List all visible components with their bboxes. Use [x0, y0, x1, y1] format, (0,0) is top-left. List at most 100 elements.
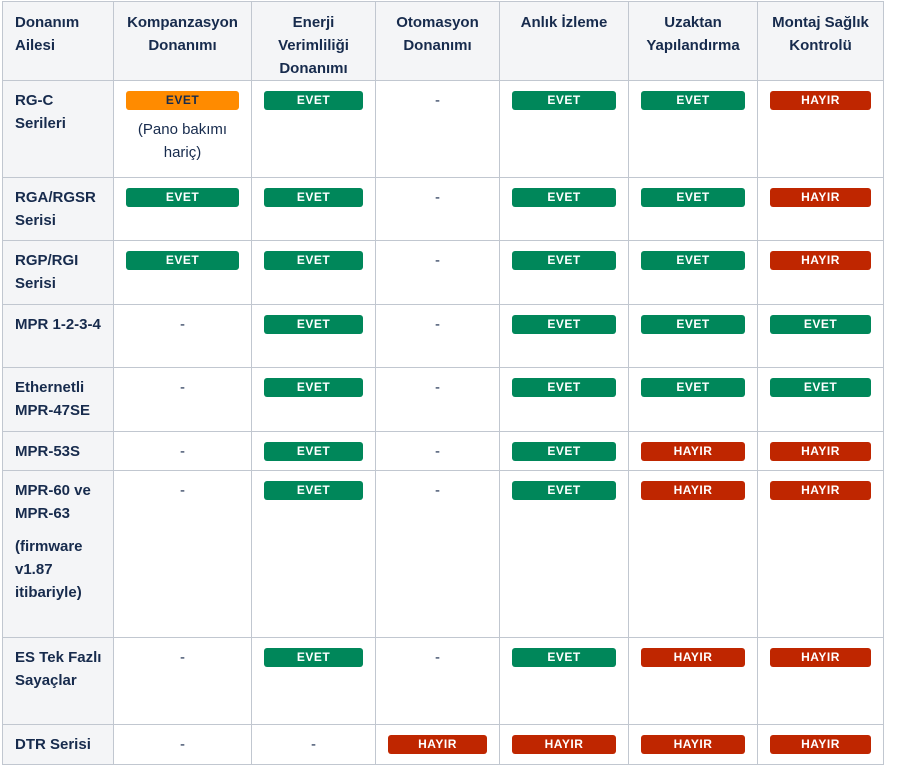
table-row: RGA/RGSR Serisi EVET EVET - EVET EVET HAYIR: [2, 177, 884, 241]
table-container: Donanım Ailesi Kompanzasyon Donanımı Ene…: [2, 1, 884, 765]
not-applicable-dash: -: [180, 379, 185, 396]
status-badge-label: EVET: [547, 253, 581, 267]
status-no-badge: HAYIR: [641, 735, 745, 754]
table-cell: -: [375, 177, 500, 241]
status-yes-badge: EVET: [512, 251, 616, 270]
not-applicable-dash: -: [311, 736, 316, 753]
table-cell: EVET: [628, 177, 758, 241]
status-badge-label: HAYIR: [801, 444, 840, 458]
column-header-hardware-family: Donanım Ailesi: [2, 1, 114, 81]
table-row: RG-C Serileri EVET (Pano bakımı hariç) EVET…: [2, 80, 884, 178]
status-badge-label: EVET: [165, 93, 200, 107]
table-cell: HAYIR: [757, 724, 884, 765]
table-cell: EVET: [499, 470, 629, 638]
table-cell: EVET: [757, 367, 884, 432]
status-no-badge: HAYIR: [512, 735, 616, 754]
status-badge-label: HAYIR: [673, 737, 713, 751]
table-row: MPR-53S - EVET - EVET HAYIR HAYIR: [2, 431, 884, 471]
status-badge-label: EVET: [296, 380, 331, 394]
hardware-family-name: RGP/RGI Serisi: [15, 252, 79, 292]
row-header-hardware-family: Ethernetli MPR-47SE: [2, 367, 114, 432]
column-header-remote-configuration: Uzaktan Yapılandırma: [628, 1, 758, 81]
status-no-badge: HAYIR: [388, 735, 487, 754]
not-applicable-dash: -: [180, 443, 185, 460]
table-cell: EVET: [499, 637, 629, 725]
table-cell: EVET: [113, 177, 252, 241]
status-yes-badge: EVET: [512, 378, 616, 397]
table-cell: -: [113, 470, 252, 638]
not-applicable-dash: -: [180, 316, 185, 333]
table-cell: EVET: [499, 240, 629, 305]
table-cell: -: [113, 431, 252, 471]
status-yes-badge: EVET: [264, 481, 363, 500]
table-cell: -: [251, 724, 376, 765]
status-yes-badge: EVET: [264, 315, 363, 334]
table-cell: HAYIR: [757, 240, 884, 305]
status-no-badge: HAYIR: [770, 188, 871, 207]
status-badge-label: EVET: [676, 253, 710, 267]
not-applicable-dash: -: [180, 736, 185, 753]
status-badge-label: EVET: [547, 93, 581, 107]
status-no-badge: HAYIR: [770, 442, 871, 461]
row-header-hardware-family: RG-C Serileri: [2, 80, 114, 178]
table-cell: EVET: [499, 367, 629, 432]
status-yes-badge: EVET: [264, 91, 363, 110]
status-yes-badge: EVET: [512, 315, 616, 334]
table-cell: HAYIR: [628, 470, 758, 638]
status-badge-label: EVET: [547, 650, 581, 664]
table-cell: -: [375, 431, 500, 471]
table-cell: EVET: [628, 304, 758, 368]
table-cell: -: [113, 304, 252, 368]
table-cell: HAYIR: [757, 80, 884, 178]
status-badge-label: EVET: [803, 380, 838, 394]
status-badge-label: HAYIR: [544, 737, 584, 751]
table-cell: EVET: [628, 367, 758, 432]
table-cell: HAYIR: [628, 724, 758, 765]
status-yes-badge: EVET: [512, 442, 616, 461]
status-badge-label: EVET: [296, 317, 331, 331]
not-applicable-dash: -: [435, 252, 440, 269]
not-applicable-dash: -: [180, 482, 185, 499]
column-header-live-monitoring: Anlık İzleme: [499, 1, 629, 81]
status-yes-badge: EVET: [770, 315, 871, 334]
hardware-family-name: ES Tek Fazlı Sayaçlar: [15, 649, 102, 689]
status-badge-label: EVET: [547, 380, 581, 394]
table-cell: HAYIR: [757, 431, 884, 471]
not-applicable-dash: -: [435, 649, 440, 666]
row-header-hardware-family: ES Tek Fazlı Sayaçlar: [2, 637, 114, 725]
status-yes-badge: EVET: [641, 188, 745, 207]
table-cell: EVET: [499, 431, 629, 471]
status-badge-label: EVET: [296, 444, 331, 458]
status-badge-label: EVET: [296, 93, 331, 107]
table-cell: EVET: [251, 177, 376, 241]
column-header-installation-health-check: Montaj Sağlık Kontrolü: [757, 1, 884, 81]
table-cell: EVET (Pano bakımı hariç): [113, 80, 252, 178]
status-badge-label: EVET: [296, 650, 331, 664]
table-cell: EVET: [757, 304, 884, 368]
status-yes-badge: EVET: [770, 378, 871, 397]
table-cell: -: [113, 724, 252, 765]
row-header-hardware-family: DTR Serisi: [2, 724, 114, 765]
table-cell: HAYIR: [757, 637, 884, 725]
status-badge-label: EVET: [296, 483, 331, 497]
status-badge-label: HAYIR: [801, 190, 840, 204]
status-badge-label: EVET: [676, 380, 710, 394]
table-cell: EVET: [251, 637, 376, 725]
row-header-hardware-family: MPR 1-2-3-4: [2, 304, 114, 368]
status-badge-label: EVET: [676, 317, 710, 331]
status-badge-label: EVET: [547, 317, 581, 331]
status-badge-label: EVET: [165, 253, 200, 267]
table-cell: EVET: [628, 80, 758, 178]
table-cell: EVET: [113, 240, 252, 305]
status-yes-badge: EVET: [512, 648, 616, 667]
table-row: ES Tek Fazlı Sayaçlar - EVET - EVET HAYIR HAYI…: [2, 637, 884, 725]
hardware-family-name: DTR Serisi: [15, 736, 91, 753]
table-cell: EVET: [251, 304, 376, 368]
status-no-badge: HAYIR: [770, 481, 871, 500]
hardware-family-name: MPR-60 ve MPR-63: [15, 482, 91, 522]
status-badge-label: EVET: [676, 93, 710, 107]
status-badge-label: HAYIR: [801, 253, 840, 267]
status-no-badge: HAYIR: [770, 648, 871, 667]
status-no-badge: HAYIR: [641, 648, 745, 667]
status-badge-label: HAYIR: [801, 737, 840, 751]
